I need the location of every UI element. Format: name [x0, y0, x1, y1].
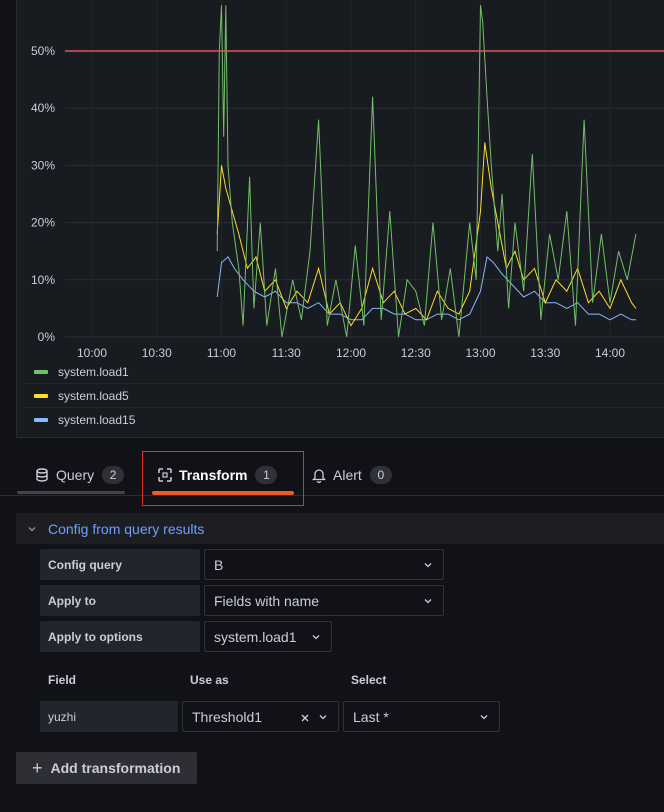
select-value: Threshold1 [192, 708, 263, 725]
chevron-down-icon [480, 715, 488, 720]
tab-transform[interactable]: Transform 1 [157, 455, 278, 495]
active-tab-indicator [152, 491, 294, 495]
chevron-down-icon[interactable] [26, 523, 38, 535]
series-line-system-load1 [216, 5, 637, 338]
tab-label: Query [56, 467, 95, 483]
bell-icon [311, 469, 327, 483]
tab-alert[interactable]: Alert 0 [311, 455, 392, 495]
y-tick-label: 50% [31, 44, 55, 58]
tab-count-badge: 0 [369, 466, 392, 484]
x-tick-label: 10:00 [77, 346, 107, 360]
config-query-select[interactable]: B [204, 549, 444, 580]
add-transformation-label: Add transformation [50, 760, 181, 776]
chart-legend: system.load1 system.load5 system.load15 [25, 360, 664, 431]
x-tick-label: 12:00 [336, 346, 366, 360]
transformation-header[interactable]: Config from query results [16, 513, 664, 544]
tab-query[interactable]: Query 2 [34, 455, 125, 495]
y-tick-label: 20% [31, 216, 55, 230]
transform-icon [158, 468, 172, 482]
select-value: B [214, 556, 224, 573]
y-tick-label: 30% [31, 158, 55, 172]
legend-label: system.load15 [58, 412, 136, 427]
legend-item-load5[interactable]: system.load5 [25, 384, 664, 408]
legend-swatch-load1 [34, 369, 48, 374]
time-series-chart: 0% 10% 20% 30% 40% 50% 10:00 10:30 11:00 11:30 12:… [31, 0, 664, 360]
graph-panel: 0% 10% 20% 30% 40% 50% 10:00 10:30 11:00 11:30 12:… [16, 0, 664, 438]
annotation-highlight-box [142, 451, 304, 506]
editor-tabs: Query 2 Transform 1 Alert 0 [0, 455, 664, 496]
legend-swatch-load5 [34, 393, 48, 398]
legend-item-load15[interactable]: system.load15 [25, 408, 664, 431]
field-name-cell: yuzhi [40, 701, 178, 732]
chevron-down-icon [424, 599, 432, 604]
select-value: Last * [353, 708, 389, 725]
select-value: Fields with name [214, 592, 320, 609]
apply-to-options-select[interactable]: system.load1 [204, 621, 332, 652]
apply-to-select[interactable]: Fields with name [204, 585, 444, 616]
series-line-system-load5 [216, 142, 637, 327]
legend-item-load1[interactable]: system.load1 [25, 360, 664, 384]
y-tick-label: 0% [38, 330, 56, 344]
field-column-header: Field [48, 673, 77, 687]
y-tick-label: 40% [31, 101, 55, 115]
tab-label: Transform [179, 467, 248, 483]
y-tick-label: 10% [31, 273, 55, 287]
database-icon [36, 468, 48, 482]
config-query-label: Config query [40, 549, 200, 580]
use-as-column-header: Use as [190, 673, 229, 687]
apply-to-label: Apply to [40, 585, 200, 616]
x-tick-label: 13:00 [465, 346, 495, 360]
apply-to-options-label: Apply to options [40, 621, 200, 652]
tab-underline [17, 491, 125, 494]
x-tick-label: 11:00 [207, 346, 236, 360]
transformation-title: Config from query results [48, 520, 205, 537]
tab-count-badge: 1 [255, 466, 278, 484]
legend-swatch-load15 [34, 417, 48, 422]
x-tick-label: 12:30 [401, 346, 431, 360]
add-transformation-button[interactable]: + Add transformation [16, 752, 197, 784]
x-tick-label: 13:30 [530, 346, 560, 360]
clear-icon[interactable] [300, 713, 310, 723]
legend-label: system.load1 [58, 364, 129, 379]
x-tick-label: 10:30 [142, 346, 172, 360]
plus-icon: + [32, 757, 43, 778]
x-tick-label: 14:00 [595, 346, 625, 360]
chevron-down-icon [319, 715, 327, 720]
reducer-select[interactable]: Last * [343, 701, 500, 732]
x-tick-label: 11:30 [272, 346, 301, 360]
tab-label: Alert [333, 467, 362, 483]
legend-label: system.load5 [58, 388, 129, 403]
select-column-header: Select [351, 673, 387, 687]
tab-count-badge: 2 [102, 466, 125, 484]
use-as-select[interactable]: Threshold1 [182, 701, 339, 732]
chevron-down-icon [424, 563, 432, 568]
chevron-down-icon [312, 635, 320, 640]
select-value: system.load1 [214, 628, 297, 645]
